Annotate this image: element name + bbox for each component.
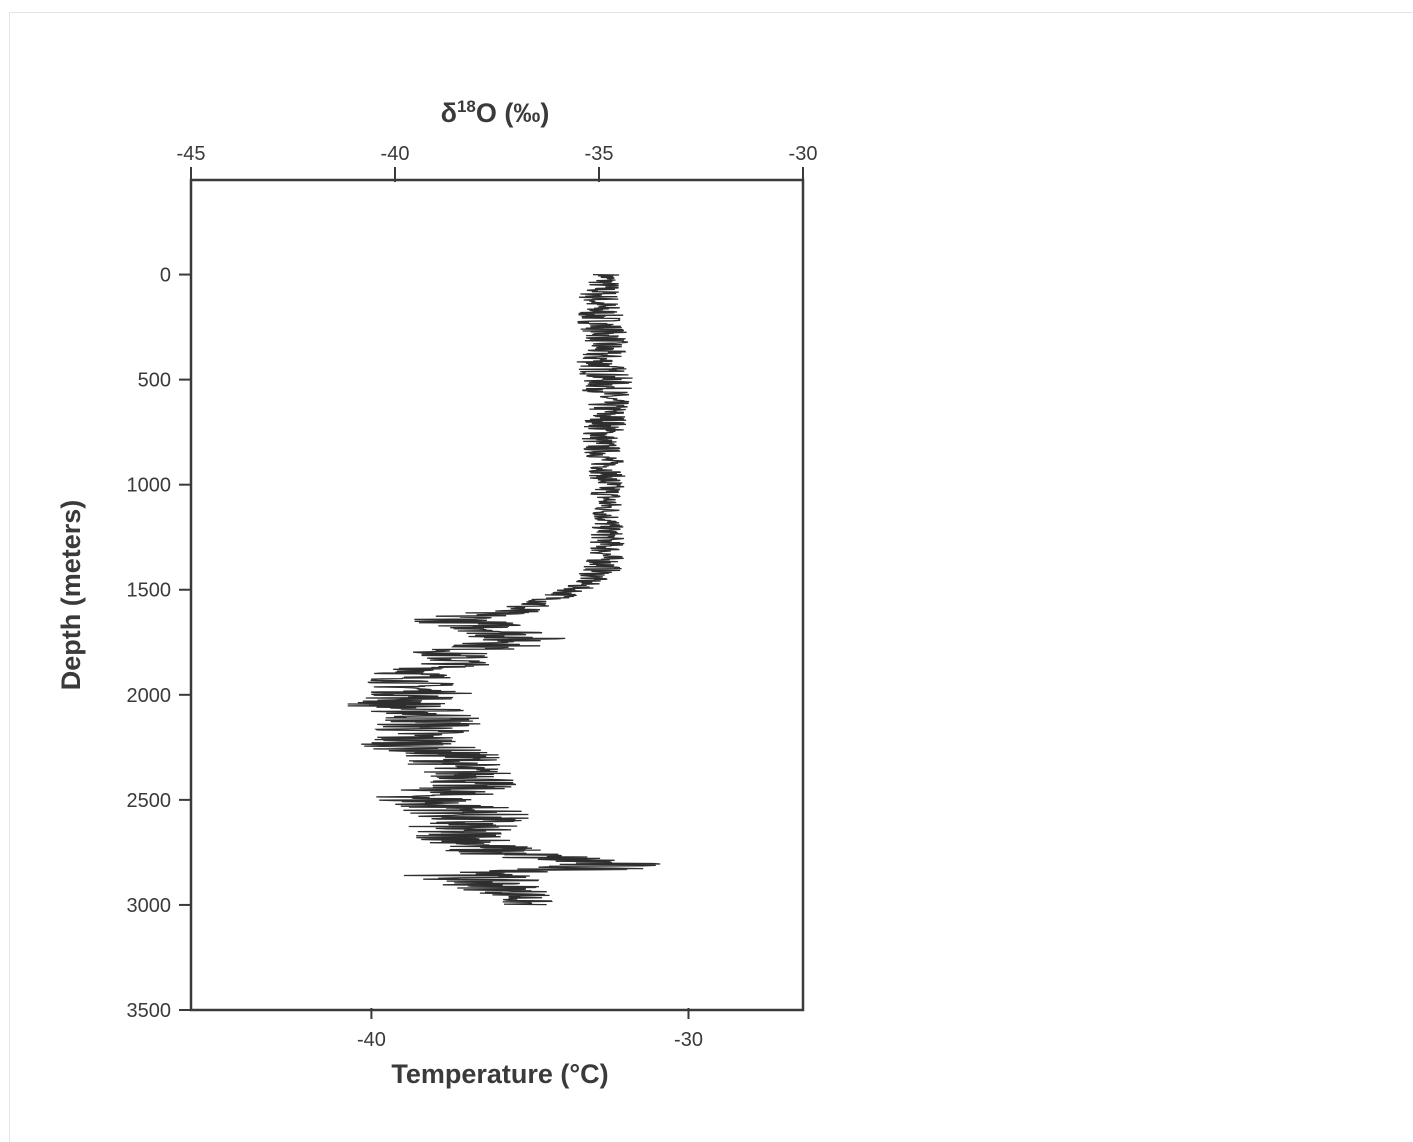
- y-axis-tick-label: 500: [138, 370, 171, 392]
- y-axis-title: Depth (meters): [56, 500, 86, 691]
- top-axis-tick-label: -45: [177, 143, 206, 165]
- y-axis-tick-label: 2000: [127, 685, 172, 707]
- y-axis-tick-label: 0: [160, 265, 171, 287]
- plot-area-border: [189, 178, 805, 1012]
- y-axis-tick-label: 1500: [127, 580, 172, 602]
- top-axis-tick-label: -30: [789, 143, 818, 165]
- top-axis-tick-label: -40: [381, 143, 410, 165]
- d18O-profile-line: [347, 273, 661, 906]
- top-axis-tick-label: -35: [585, 143, 614, 165]
- bottom-axis-title: Temperature (°C): [391, 1059, 608, 1089]
- ticks-layer: -45 -40 -35 -30 -40 -30 0 500 1000 1500 2000 2500 30…: [127, 143, 818, 1051]
- page-frame: [9, 12, 1412, 1142]
- y-axis-tick-label: 3000: [127, 895, 172, 917]
- top-axis-title: δ18O (‰): [441, 97, 550, 128]
- bottom-axis-tick-label: -30: [674, 1029, 703, 1051]
- data-series-layer: [347, 273, 661, 906]
- y-axis-tick-label: 3500: [127, 1000, 172, 1022]
- y-axis-tick-label: 2500: [127, 790, 172, 812]
- y-axis-tick-label: 1000: [127, 475, 172, 497]
- bottom-axis-tick-label: -40: [357, 1029, 386, 1051]
